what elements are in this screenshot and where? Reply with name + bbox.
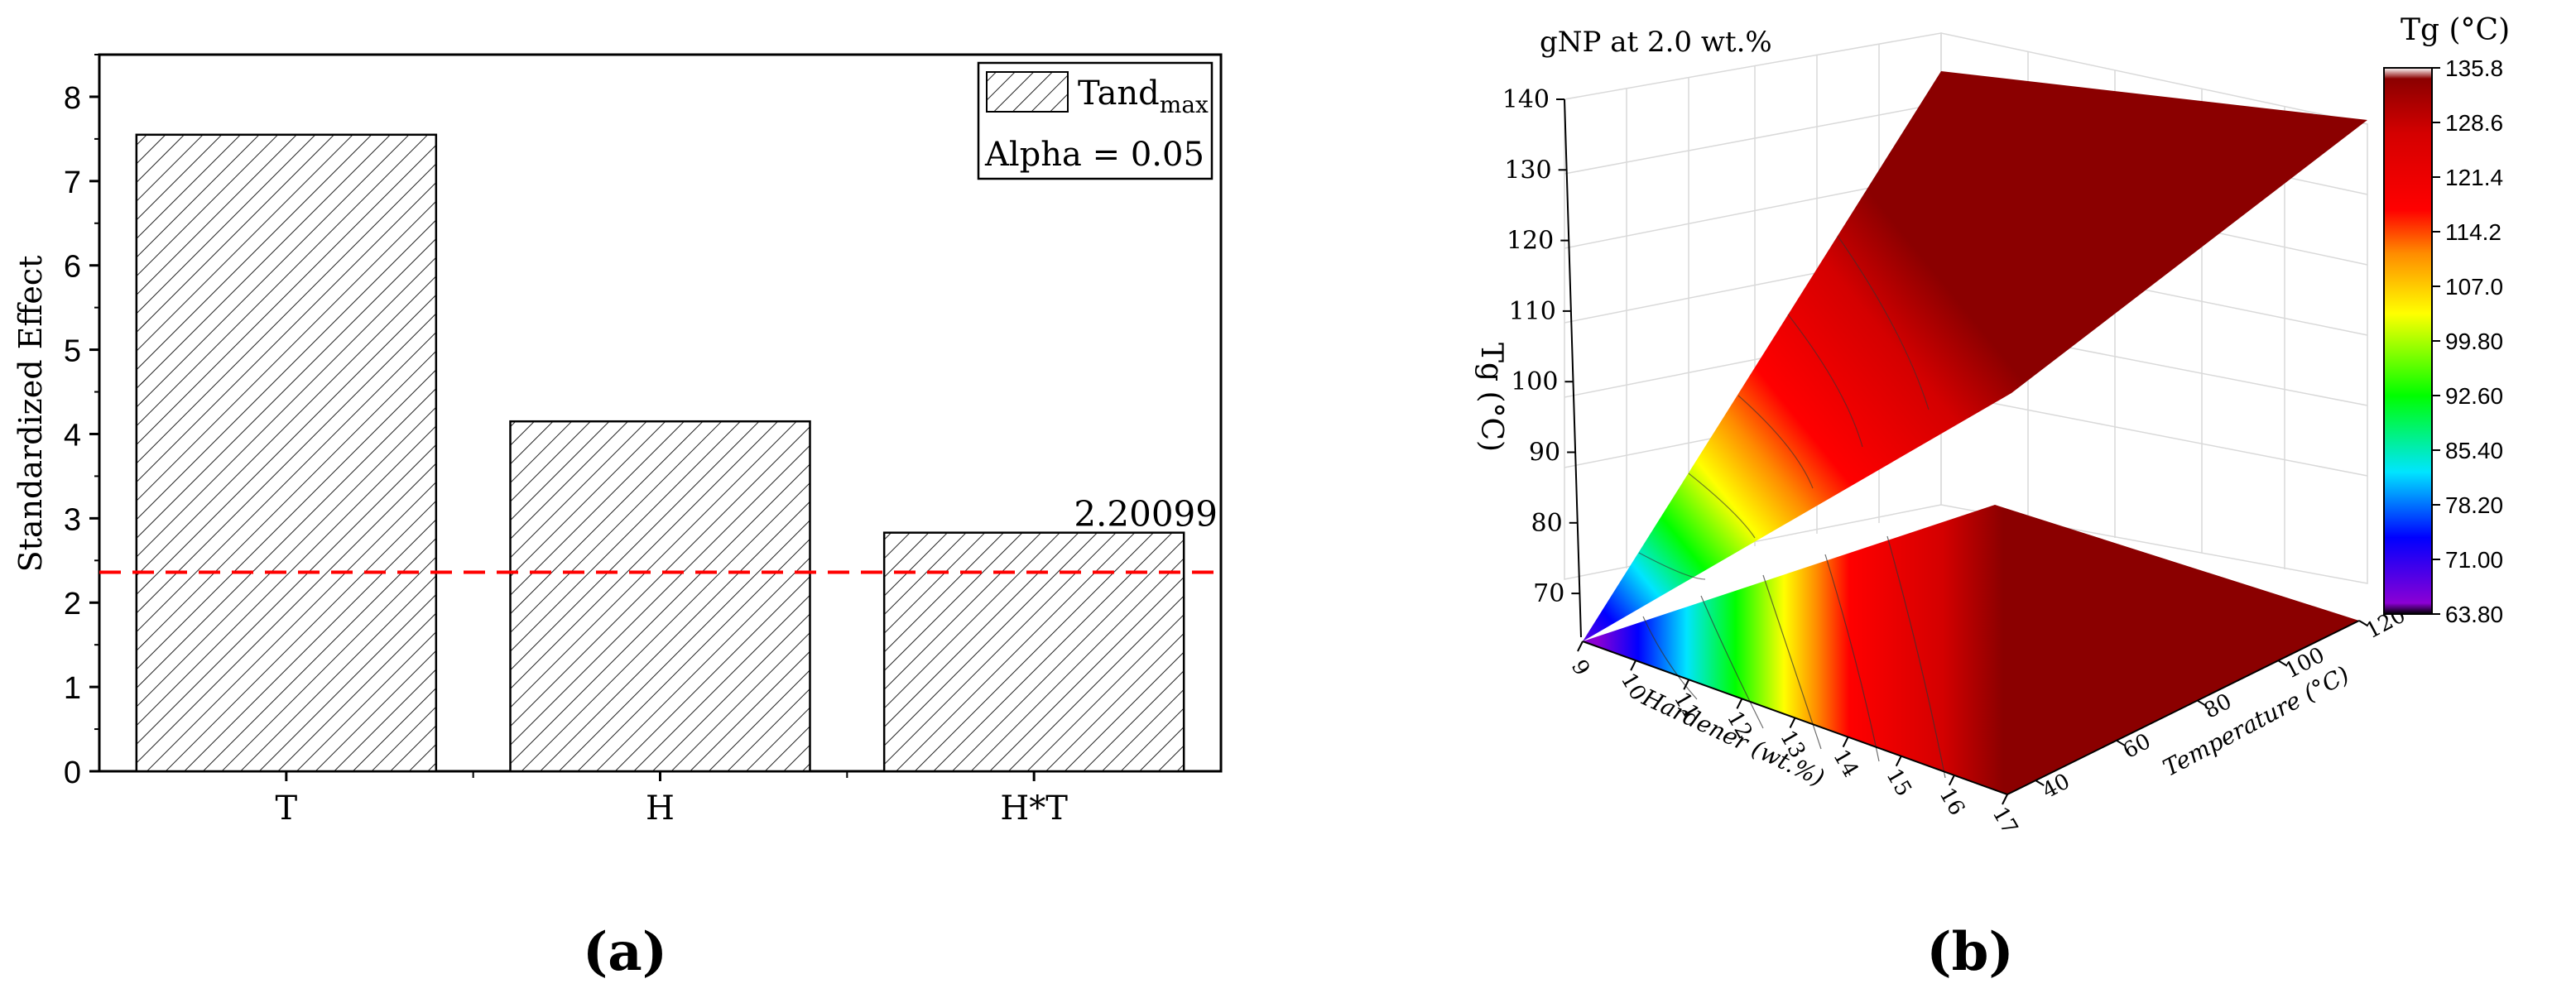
colorbar-tick-label: 71.00 xyxy=(2445,547,2503,573)
y-tick xyxy=(2035,780,2045,786)
colorbar-tick-label: 99.80 xyxy=(2445,329,2503,354)
y-tick-label: 6 xyxy=(64,250,81,285)
z-tick-label: 130 xyxy=(1504,156,1551,185)
contour-floor xyxy=(1583,505,2359,794)
x-tick xyxy=(1577,641,1584,652)
panel-a: 0 1 2 3 4 5 6 7 8 Standardized Effect 2.20099 T H… xyxy=(12,53,1223,983)
colorbar-tick-label: 128.6 xyxy=(2445,110,2503,136)
x-tick xyxy=(1683,679,1690,690)
legend: Tandmax Alpha = 0.05 xyxy=(977,61,1214,180)
x-tick-label: 9 xyxy=(1566,655,1594,679)
surface-title: gNP at 2.0 wt.% xyxy=(1540,26,1772,59)
x-tick xyxy=(1948,775,1955,786)
bar-h xyxy=(509,420,811,773)
z-tick-label: 70 xyxy=(1533,579,1564,608)
panel-b: gNP at 2.0 wt.% 70 80 90 xyxy=(1474,13,2510,983)
z-tick-label: 140 xyxy=(1502,85,1550,114)
z-axis-ticks: 70 80 90 100 110 120 130 140 xyxy=(1502,85,1580,608)
y-tick xyxy=(2277,660,2287,667)
bar-t xyxy=(135,133,438,773)
colorbar-tick-label: 135.8 xyxy=(2445,55,2503,81)
surface-contour-lines xyxy=(1638,235,1930,580)
y-tick-label: 3 xyxy=(64,502,81,537)
x-tick-label: 17 xyxy=(1987,803,2023,839)
colorbar-tick-label: 63.80 xyxy=(2445,602,2503,627)
y-axis-ticks: 0 1 2 3 4 5 6 7 8 xyxy=(64,54,99,790)
y-tick xyxy=(2197,699,2207,707)
z-tick-label: 80 xyxy=(1531,509,1563,538)
y-tick-label: 8 xyxy=(64,81,81,116)
x-tick xyxy=(1736,698,1743,709)
colorbar-tick-label: 121.4 xyxy=(2445,165,2503,190)
legend-alpha-label: Alpha = 0.05 xyxy=(984,136,1204,174)
z-axis-line xyxy=(1564,98,1582,638)
legend-swatch xyxy=(986,71,1069,113)
z-tick-label: 90 xyxy=(1529,439,1560,468)
legend-series-label: Tandmax xyxy=(1078,74,1209,118)
floor-contour-lines xyxy=(1642,535,1946,779)
x-tick xyxy=(1842,737,1849,748)
y-tick-label: 0 xyxy=(64,756,81,790)
bars xyxy=(135,133,1185,773)
panel-a-label: (a) xyxy=(583,921,667,983)
y-tick xyxy=(2358,620,2368,626)
x-tick xyxy=(1789,717,1796,728)
y-tick-label: 1 xyxy=(64,671,81,706)
reference-line-label: 2.20099 xyxy=(1074,494,1218,535)
x-axis-ticks: T H H*T xyxy=(275,771,1068,828)
x-tick-label: T xyxy=(275,789,297,828)
colorbar-tick-label: 114.2 xyxy=(2445,219,2502,245)
x-tick-label: H*T xyxy=(1000,789,1068,828)
y-tick-label: 7 xyxy=(64,166,81,200)
y-tick-label: 4 xyxy=(64,418,81,453)
x-tick xyxy=(1630,660,1637,671)
panel-b-label: (b) xyxy=(1926,921,2013,983)
y-tick-label: 5 xyxy=(64,334,81,369)
x-tick-label: 14 xyxy=(1828,746,1863,782)
z-tick-label: 110 xyxy=(1509,297,1556,326)
y-axis-line xyxy=(2006,620,2360,795)
x-tick-label: 15 xyxy=(1881,765,1916,801)
x-tick-label: H xyxy=(646,789,675,828)
colorbar-tick-label: 92.60 xyxy=(2445,383,2503,409)
x-tick xyxy=(1895,756,1902,767)
y-tick-label: 2 xyxy=(64,587,81,621)
z-axis-label: Tg (°C) xyxy=(1474,343,1508,452)
response-surface xyxy=(1583,71,2367,641)
y-axis-label: Standardized Effect xyxy=(12,256,49,573)
colorbar-title: Tg (°C) xyxy=(2401,13,2510,47)
x-tick xyxy=(2002,794,2008,805)
colorbar-tick-label: 85.40 xyxy=(2445,438,2503,463)
z-tick-label: 100 xyxy=(1511,367,1558,396)
colorbar xyxy=(2383,67,2433,615)
bar-h-t xyxy=(882,531,1185,773)
z-tick-label: 120 xyxy=(1507,227,1554,256)
colorbar-tick-label: 78.20 xyxy=(2445,492,2503,518)
colorbar-tick-label: 107.0 xyxy=(2445,274,2503,300)
x-tick-label: 16 xyxy=(1934,784,1970,820)
y-tick xyxy=(2116,739,2126,746)
colorbar-ticks: 135.8 128.6 121.4 114.2 107.0 99.80 92.60 85.40… xyxy=(2432,55,2503,627)
